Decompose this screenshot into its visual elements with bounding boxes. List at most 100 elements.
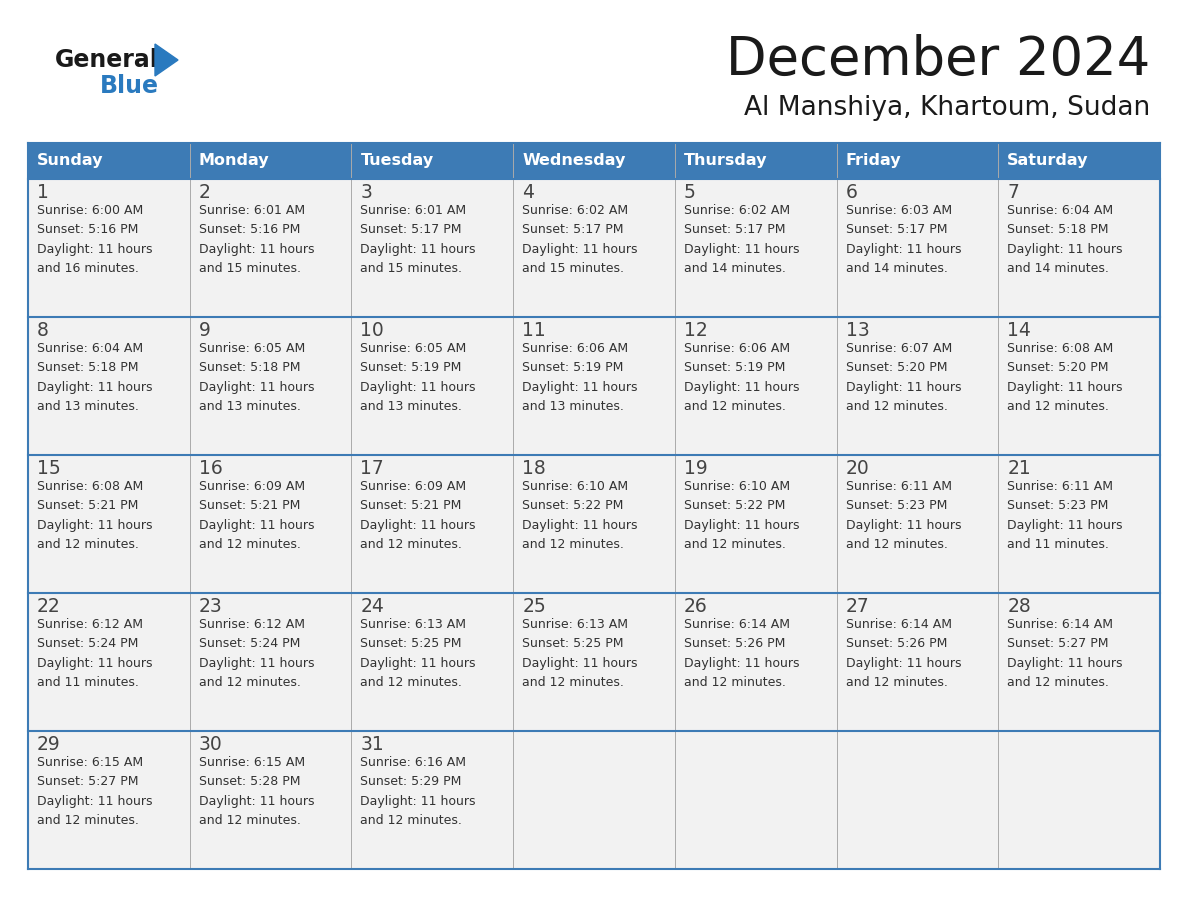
Text: Daylight: 11 hours: Daylight: 11 hours — [523, 656, 638, 669]
Text: and 15 minutes.: and 15 minutes. — [360, 262, 462, 275]
Text: and 12 minutes.: and 12 minutes. — [684, 400, 785, 413]
Text: Sunset: 5:25 PM: Sunset: 5:25 PM — [523, 637, 624, 650]
Text: 6: 6 — [846, 183, 858, 201]
Text: Sunset: 5:17 PM: Sunset: 5:17 PM — [523, 223, 624, 236]
Bar — [190, 731, 352, 869]
Text: Daylight: 11 hours: Daylight: 11 hours — [360, 519, 476, 532]
Text: Sunset: 5:16 PM: Sunset: 5:16 PM — [198, 223, 301, 236]
Text: Saturday: Saturday — [1007, 153, 1088, 169]
Text: Sunset: 5:19 PM: Sunset: 5:19 PM — [360, 361, 462, 374]
Text: Daylight: 11 hours: Daylight: 11 hours — [523, 242, 638, 255]
Bar — [352, 179, 513, 317]
Text: Daylight: 11 hours: Daylight: 11 hours — [684, 519, 800, 532]
Text: Sunset: 5:25 PM: Sunset: 5:25 PM — [360, 637, 462, 650]
Text: and 12 minutes.: and 12 minutes. — [360, 538, 462, 551]
Bar — [836, 317, 998, 455]
Text: Sunrise: 6:16 AM: Sunrise: 6:16 AM — [360, 756, 467, 768]
Text: 21: 21 — [1007, 458, 1031, 477]
Text: and 13 minutes.: and 13 minutes. — [360, 400, 462, 413]
Text: Monday: Monday — [198, 153, 270, 169]
Text: Sunrise: 6:09 AM: Sunrise: 6:09 AM — [198, 479, 305, 492]
Text: 29: 29 — [37, 734, 61, 754]
Bar — [29, 143, 190, 179]
Text: and 12 minutes.: and 12 minutes. — [684, 538, 785, 551]
Text: Sunrise: 6:06 AM: Sunrise: 6:06 AM — [684, 341, 790, 354]
Text: and 12 minutes.: and 12 minutes. — [360, 814, 462, 827]
Text: Sunrise: 6:02 AM: Sunrise: 6:02 AM — [684, 204, 790, 217]
Bar — [513, 593, 675, 731]
Bar — [836, 731, 998, 869]
Text: Sunset: 5:22 PM: Sunset: 5:22 PM — [684, 499, 785, 512]
Text: and 12 minutes.: and 12 minutes. — [198, 676, 301, 689]
Text: and 12 minutes.: and 12 minutes. — [684, 676, 785, 689]
Text: and 12 minutes.: and 12 minutes. — [523, 676, 624, 689]
Bar — [513, 179, 675, 317]
Text: and 12 minutes.: and 12 minutes. — [360, 676, 462, 689]
Text: Sunset: 5:26 PM: Sunset: 5:26 PM — [684, 637, 785, 650]
Text: 19: 19 — [684, 458, 708, 477]
Bar — [352, 593, 513, 731]
Text: Blue: Blue — [100, 74, 159, 98]
Text: Sunset: 5:18 PM: Sunset: 5:18 PM — [37, 361, 139, 374]
Text: Daylight: 11 hours: Daylight: 11 hours — [37, 519, 152, 532]
Text: Sunrise: 6:10 AM: Sunrise: 6:10 AM — [684, 479, 790, 492]
Text: Sunrise: 6:04 AM: Sunrise: 6:04 AM — [37, 341, 143, 354]
Text: Sunrise: 6:08 AM: Sunrise: 6:08 AM — [37, 479, 144, 492]
Text: Daylight: 11 hours: Daylight: 11 hours — [198, 656, 314, 669]
Text: Daylight: 11 hours: Daylight: 11 hours — [1007, 519, 1123, 532]
Text: Sunset: 5:24 PM: Sunset: 5:24 PM — [198, 637, 301, 650]
Bar — [190, 593, 352, 731]
Text: Sunset: 5:21 PM: Sunset: 5:21 PM — [198, 499, 301, 512]
Text: Sunset: 5:23 PM: Sunset: 5:23 PM — [846, 499, 947, 512]
Text: Tuesday: Tuesday — [360, 153, 434, 169]
Bar — [29, 455, 190, 593]
Text: and 12 minutes.: and 12 minutes. — [1007, 676, 1110, 689]
Text: 28: 28 — [1007, 597, 1031, 615]
Text: and 14 minutes.: and 14 minutes. — [1007, 262, 1110, 275]
Text: Sunset: 5:28 PM: Sunset: 5:28 PM — [198, 775, 301, 788]
Text: Sunset: 5:23 PM: Sunset: 5:23 PM — [1007, 499, 1108, 512]
Text: Sunrise: 6:08 AM: Sunrise: 6:08 AM — [1007, 341, 1113, 354]
Text: Sunset: 5:20 PM: Sunset: 5:20 PM — [1007, 361, 1108, 374]
Text: Sunrise: 6:02 AM: Sunrise: 6:02 AM — [523, 204, 628, 217]
Text: 5: 5 — [684, 183, 696, 201]
Text: and 13 minutes.: and 13 minutes. — [198, 400, 301, 413]
Text: 20: 20 — [846, 458, 870, 477]
Bar — [190, 143, 352, 179]
Text: and 14 minutes.: and 14 minutes. — [684, 262, 785, 275]
Bar — [998, 317, 1159, 455]
Text: 30: 30 — [198, 734, 222, 754]
Text: Daylight: 11 hours: Daylight: 11 hours — [360, 242, 476, 255]
Text: Daylight: 11 hours: Daylight: 11 hours — [846, 242, 961, 255]
Text: Daylight: 11 hours: Daylight: 11 hours — [198, 519, 314, 532]
Text: Sunset: 5:26 PM: Sunset: 5:26 PM — [846, 637, 947, 650]
Text: Daylight: 11 hours: Daylight: 11 hours — [846, 656, 961, 669]
Text: Daylight: 11 hours: Daylight: 11 hours — [523, 519, 638, 532]
Text: Daylight: 11 hours: Daylight: 11 hours — [1007, 242, 1123, 255]
Text: Daylight: 11 hours: Daylight: 11 hours — [846, 519, 961, 532]
Text: Sunset: 5:24 PM: Sunset: 5:24 PM — [37, 637, 138, 650]
Text: Sunrise: 6:10 AM: Sunrise: 6:10 AM — [523, 479, 628, 492]
Text: Sunrise: 6:11 AM: Sunrise: 6:11 AM — [846, 479, 952, 492]
Text: and 15 minutes.: and 15 minutes. — [523, 262, 624, 275]
Text: Daylight: 11 hours: Daylight: 11 hours — [360, 794, 476, 808]
Text: 15: 15 — [37, 458, 61, 477]
Text: Sunrise: 6:06 AM: Sunrise: 6:06 AM — [523, 341, 628, 354]
Text: 2: 2 — [198, 183, 210, 201]
Text: Daylight: 11 hours: Daylight: 11 hours — [1007, 656, 1123, 669]
Text: Daylight: 11 hours: Daylight: 11 hours — [360, 656, 476, 669]
Bar — [190, 317, 352, 455]
Text: Daylight: 11 hours: Daylight: 11 hours — [684, 380, 800, 394]
Bar — [836, 593, 998, 731]
Text: 9: 9 — [198, 320, 210, 340]
Text: and 12 minutes.: and 12 minutes. — [523, 538, 624, 551]
Bar — [675, 593, 836, 731]
Text: 27: 27 — [846, 597, 870, 615]
Text: and 12 minutes.: and 12 minutes. — [37, 538, 139, 551]
Bar — [29, 593, 190, 731]
Text: and 11 minutes.: and 11 minutes. — [1007, 538, 1110, 551]
Bar — [29, 179, 190, 317]
Text: Sunrise: 6:04 AM: Sunrise: 6:04 AM — [1007, 204, 1113, 217]
Text: Daylight: 11 hours: Daylight: 11 hours — [1007, 380, 1123, 394]
Text: Daylight: 11 hours: Daylight: 11 hours — [37, 656, 152, 669]
